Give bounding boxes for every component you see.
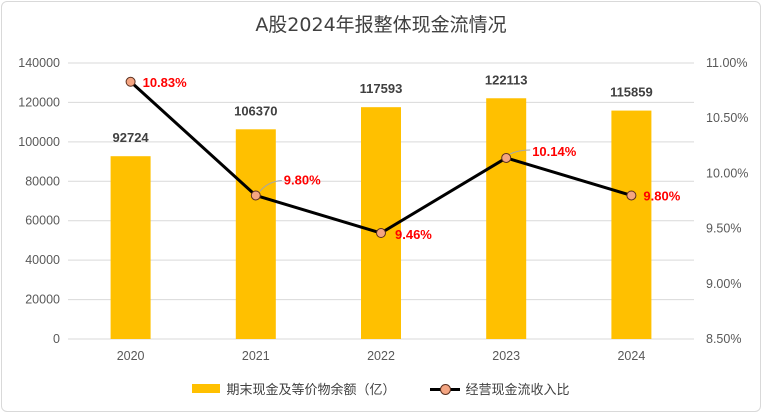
line-point <box>376 228 386 239</box>
bar <box>486 98 527 339</box>
x-tick-label: 2020 <box>117 349 145 363</box>
label-leader-line <box>509 149 531 155</box>
y-left-tick-label: 60000 <box>25 214 60 228</box>
bar <box>361 107 401 339</box>
y-left-tick-label: 120000 <box>18 95 60 109</box>
bar-value-label: 115859 <box>610 85 653 100</box>
point-value-label: 10.83% <box>143 75 188 90</box>
bar <box>110 156 151 339</box>
y-left-tick-label: 80000 <box>25 174 60 188</box>
point-value-label: 10.14% <box>532 144 577 159</box>
chart-legend: 期末现金及等价物余额（亿） 经营现金流收入比 <box>0 379 762 398</box>
legend-bar-swatch <box>192 384 221 393</box>
y-right-tick-label: 11.00% <box>706 56 747 70</box>
bar <box>611 110 652 339</box>
line-point <box>125 76 136 87</box>
y-right-tick-label: 9.00% <box>706 277 741 291</box>
y-left-tick-label: 20000 <box>25 293 60 307</box>
y-left-tick-label: 0 <box>53 332 60 346</box>
line-point <box>250 190 261 201</box>
legend-line-label: 经营现金流收入比 <box>465 383 570 398</box>
legend-bar-label: 期末现金及等价物余额（亿） <box>226 383 396 398</box>
y-left-tick-label: 40000 <box>25 253 60 267</box>
x-tick-label: 2021 <box>242 349 270 363</box>
bar-value-label: 122113 <box>485 72 528 87</box>
x-tick-label: 2023 <box>492 349 520 363</box>
legend-item-line: 经营现金流收入比 <box>429 379 570 398</box>
y-left-tick-label: 140000 <box>18 56 60 70</box>
bar-value-label: 106370 <box>234 103 277 118</box>
bar-value-label: 117593 <box>360 81 403 96</box>
y-right-tick-label: 9.50% <box>706 222 741 236</box>
line-point <box>501 152 512 163</box>
x-tick-label: 2022 <box>367 349 395 363</box>
label-leader-line <box>259 179 282 192</box>
line-point <box>626 190 637 201</box>
point-value-label: 9.46% <box>395 227 432 242</box>
chart-title: A股2024年报整体现金流情况 <box>255 14 507 36</box>
y-right-tick-label: 8.50% <box>706 332 741 346</box>
bar <box>235 129 276 339</box>
bar-value-label: 92724 <box>113 130 150 145</box>
x-tick-label: 2024 <box>617 349 645 363</box>
y-right-tick-label: 10.00% <box>706 166 748 180</box>
point-value-label: 9.80% <box>643 188 680 203</box>
legend-item-bar: 期末现金及等价物余额（亿） <box>192 379 396 398</box>
y-right-tick-label: 10.50% <box>706 111 748 125</box>
y-left-tick-label: 100000 <box>18 135 60 149</box>
point-value-label: 9.80% <box>284 172 321 187</box>
legend-line-swatch <box>429 383 460 395</box>
